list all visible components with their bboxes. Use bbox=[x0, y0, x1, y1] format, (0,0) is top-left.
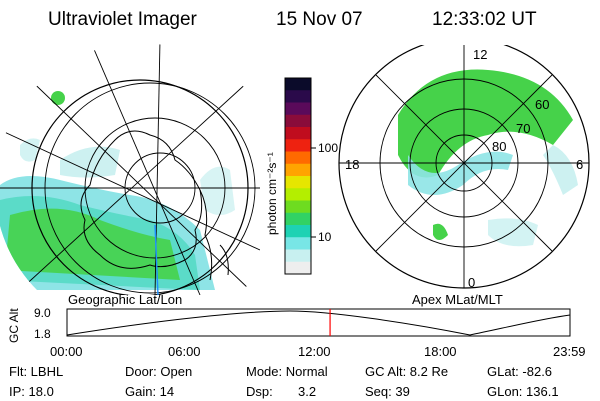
colorbar-segment bbox=[285, 127, 311, 140]
magnetic-aurora bbox=[398, 69, 578, 247]
colorbar-segment bbox=[285, 212, 311, 226]
colorbar-tick-10: 10 bbox=[318, 230, 332, 244]
colorbar-segment bbox=[285, 114, 311, 128]
timeline-tick-4: 23:59 bbox=[553, 344, 586, 359]
info-glat: GLat: -82.6 bbox=[487, 364, 552, 379]
coastline-antarctica bbox=[80, 130, 229, 281]
geographic-caption: Geographic Lat/Lon bbox=[62, 294, 176, 295]
geographic-caption-row: Geographic Lat/Lon bbox=[68, 292, 182, 307]
gc-alt-curve bbox=[66, 310, 571, 336]
polar-grid bbox=[338, 45, 590, 289]
info-gc-alt: GC Alt: 8.2 Re bbox=[365, 364, 448, 379]
timeline-tick-1: 06:00 bbox=[168, 344, 201, 359]
lat-label-60: 60 bbox=[535, 97, 549, 112]
colorbar-segment bbox=[285, 225, 311, 238]
timeline-ymin: 1.8 bbox=[34, 327, 51, 341]
mlat-mlt-plot: 12 18 6 0 60 70 80 bbox=[338, 45, 590, 290]
info-ip: IP: 18.0 bbox=[9, 384, 54, 399]
lat-label-80: 80 bbox=[492, 139, 506, 154]
colorbar-segment bbox=[285, 261, 311, 275]
colorbar-segment bbox=[285, 78, 311, 91]
timeline-ymax: 9.0 bbox=[34, 306, 51, 320]
info-seq: Seq: 39 bbox=[365, 384, 410, 399]
colorbar-segment bbox=[285, 151, 311, 165]
info-dsp-value: 3.2 bbox=[298, 384, 316, 399]
date-label: 15 Nov 07 bbox=[276, 9, 363, 30]
info-mode: Mode: Normal bbox=[246, 364, 328, 379]
header: Ultraviolet Imager 15 Nov 07 12:33:02 UT bbox=[48, 9, 537, 30]
colorbar-segment bbox=[285, 237, 311, 250]
mlat-caption: Apex MLat/MLT bbox=[412, 292, 503, 307]
timeline-frame bbox=[66, 308, 571, 337]
mlt-label-right: 6 bbox=[576, 157, 583, 172]
geographic-grid bbox=[0, 43, 260, 295]
timeline-tick-3: 18:00 bbox=[424, 344, 457, 359]
timeline-ylabel: GC Alt bbox=[7, 308, 21, 343]
colorbar: 100 10 photon cm⁻²s⁻¹ bbox=[265, 77, 338, 275]
mlt-label-bottom: 0 bbox=[468, 275, 475, 290]
info-dsp-label: Dsp: bbox=[246, 384, 273, 399]
timeline-tick-0: 00:00 bbox=[50, 344, 83, 359]
colorbar-segment bbox=[285, 200, 311, 214]
colorbar-segment bbox=[285, 249, 311, 263]
gc-alt-timeline: GC Alt 9.0 1.8 00:00 06:00 12:00 18:00 2… bbox=[7, 306, 586, 359]
info-door: Door: Open bbox=[125, 364, 192, 379]
colorbar-segment bbox=[285, 90, 311, 103]
geographic-caption: Geographic Lat/Lon bbox=[68, 292, 182, 307]
colorbar-label: photon cm⁻²s⁻¹ bbox=[265, 152, 279, 235]
info-glon: GLon: 136.1 bbox=[487, 384, 559, 399]
mlt-label-left: 18 bbox=[345, 157, 359, 172]
geographic-image: Geographic Lat/Lon bbox=[0, 43, 260, 295]
colorbar-segment bbox=[285, 102, 311, 116]
time-label: 12:33:02 UT bbox=[432, 9, 537, 30]
info-panel: Flt: LBHL Door: Open Mode: Normal GC Alt… bbox=[9, 364, 559, 399]
lat-label-70: 70 bbox=[516, 121, 530, 136]
colorbar-segment bbox=[285, 163, 311, 177]
colorbar-segment bbox=[285, 176, 311, 189]
colorbar-segment bbox=[285, 139, 311, 152]
info-filter: Flt: LBHL bbox=[9, 364, 63, 379]
colorbar-segment bbox=[285, 188, 311, 201]
timeline-tick-2: 12:00 bbox=[298, 344, 331, 359]
colorbar-tick-100: 100 bbox=[318, 141, 338, 155]
info-gain: Gain: 14 bbox=[125, 384, 174, 399]
mlt-label-top: 12 bbox=[473, 47, 487, 62]
mlat-caption-row: Apex MLat/MLT bbox=[412, 292, 503, 307]
instrument-title: Ultraviolet Imager bbox=[48, 9, 198, 30]
colorbar-bar bbox=[285, 78, 311, 275]
